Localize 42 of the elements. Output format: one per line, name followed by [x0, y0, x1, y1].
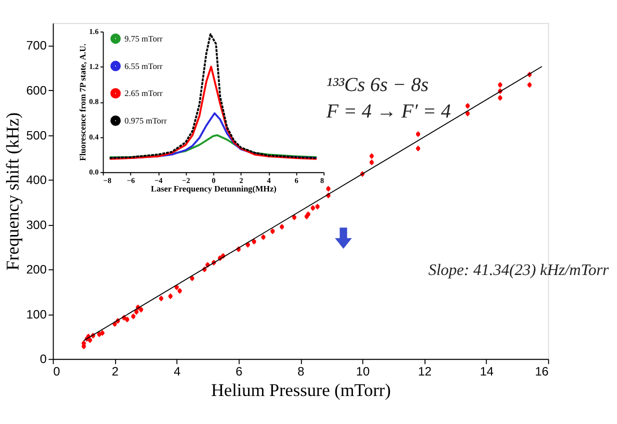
annotation: F = 4 → F′ = 4 — [325, 100, 452, 122]
y-tick-label: 0.8 — [89, 97, 99, 106]
y-tick-label: 200 — [26, 262, 47, 277]
legend-label: 9.75 mTorr — [124, 33, 163, 44]
x-tick-label: 10 — [356, 364, 370, 378]
x-tick-label: 0 — [53, 364, 60, 378]
legend-label: 6.55 mTorr — [124, 60, 163, 71]
x-tick-label: 6 — [236, 364, 243, 378]
x-tick-label: 4 — [174, 364, 181, 378]
y-axis-title: Fluorescence from 7P state, A.U. — [77, 44, 88, 161]
y-tick-label: 500 — [26, 128, 47, 142]
x-tick-label: 2 — [239, 176, 244, 185]
legend-label: 0.975 mTorr — [124, 116, 167, 126]
x-tick-label: 2 — [112, 364, 119, 378]
y-tick-label: 600 — [26, 83, 47, 98]
x-tick-label: 8 — [298, 364, 305, 378]
y-tick-label: 0.0 — [89, 167, 99, 176]
annotation: ¹³³Cs 6s − 8s — [326, 74, 429, 96]
y-tick-label: 1.2 — [89, 62, 99, 72]
y-tick-label: 700 — [26, 38, 47, 53]
x-tick-label: −6 — [126, 176, 136, 185]
y-tick-label: 300 — [26, 218, 47, 232]
x-tick-label: −4 — [154, 176, 163, 185]
y-tick-label: 100 — [26, 307, 47, 322]
y-tick-label: 0.4 — [89, 132, 99, 142]
legend-label: 2.65 mTorr — [124, 88, 163, 98]
x-tick-label: 4 — [266, 176, 271, 185]
y-tick-label: 0 — [40, 352, 47, 366]
x-axis-title: Laser Frequency Detunning(MHz) — [150, 183, 277, 194]
x-axis-title: Helium Pressure (mTorr) — [211, 380, 391, 400]
y-axis-title: Frequency shift (kHz) — [2, 112, 23, 271]
annotation: Slope: 41.34(23) kHz/mTorr — [428, 262, 610, 279]
x-tick-label: −2 — [182, 176, 190, 185]
y-tick-label: 1.6 — [89, 26, 99, 36]
x-tick-label: 0 — [212, 176, 216, 185]
y-tick-label: 400 — [26, 173, 47, 188]
x-tick-label: 14 — [480, 364, 494, 378]
x-tick-label: 8 — [320, 176, 324, 185]
x-tick-label: −8 — [103, 176, 112, 185]
x-tick-label: 12 — [418, 364, 432, 378]
x-tick-label: 16 — [534, 364, 549, 378]
x-tick-label: 6 — [294, 176, 299, 185]
